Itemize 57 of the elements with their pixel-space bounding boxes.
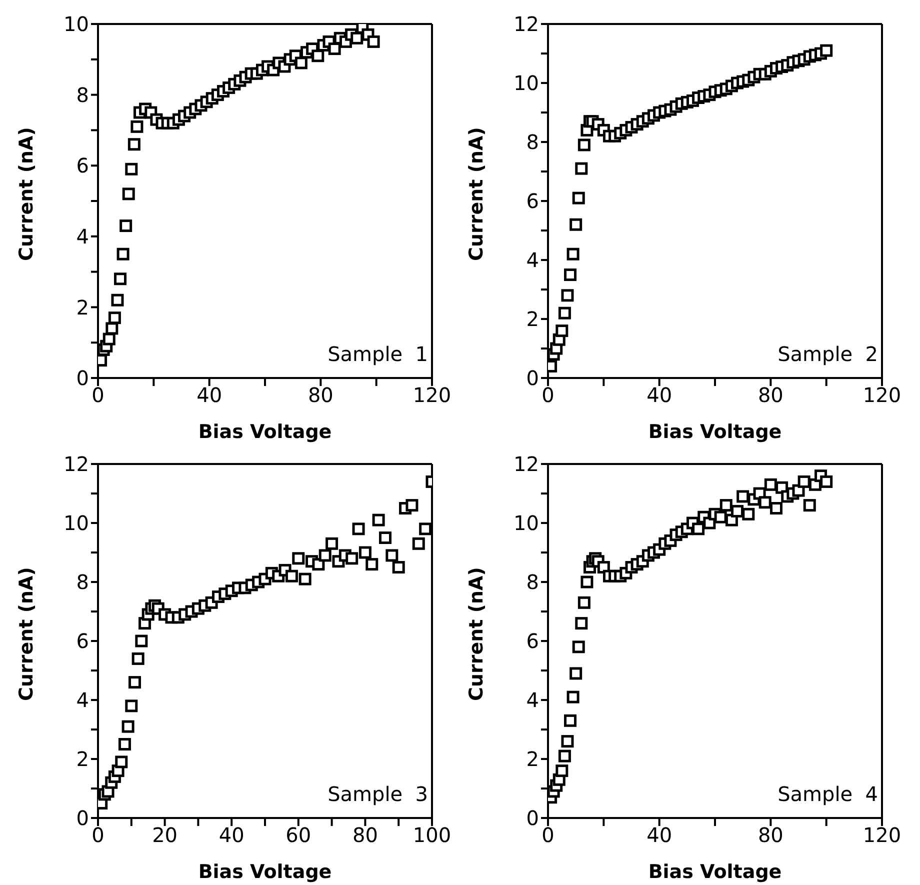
y-tick-label: 12 (514, 452, 539, 476)
x-axis-title: Bias Voltage (198, 421, 332, 443)
annotation: Sample 3 (328, 782, 428, 806)
y-tick-label: 12 (64, 452, 89, 476)
x-tick-label: 60 (286, 823, 312, 848)
y-tick-label: 6 (526, 189, 539, 214)
y-tick-label: 4 (526, 688, 539, 712)
x-tick-label: 80 (758, 383, 784, 408)
y-axis-title: Current (nA) (16, 127, 38, 261)
y-tick-label: 10 (514, 71, 539, 96)
y-tick-label: 0 (526, 366, 539, 390)
y-axis-title: Current (nA) (466, 567, 488, 701)
y-tick-label: 6 (76, 629, 89, 654)
y-tick-label: 12 (514, 12, 539, 36)
y-tick-label: 0 (76, 806, 89, 830)
y-tick-label: 8 (76, 82, 89, 107)
annotation: Sample 2 (778, 342, 878, 366)
y-tick-label: 4 (526, 248, 539, 272)
x-tick-label: 20 (152, 823, 178, 848)
x-tick-label: 80 (352, 823, 378, 848)
y-axis-title: Current (nA) (466, 127, 488, 261)
y-tick-label: 10 (514, 511, 539, 536)
x-axis-title: Bias Voltage (648, 421, 782, 443)
x-tick-label: 40 (196, 383, 222, 408)
y-tick-label: 10 (64, 511, 89, 536)
y-tick-label: 6 (526, 629, 539, 654)
x-tick-label: 40 (646, 823, 672, 848)
y-tick-label: 8 (76, 570, 89, 594)
x-tick-label: 80 (308, 383, 334, 408)
x-tick-label: 0 (542, 383, 554, 408)
x-tick-label: 0 (92, 383, 104, 408)
x-tick-label: 120 (862, 383, 902, 408)
y-tick-label: 8 (526, 130, 539, 154)
annotation: Sample 4 (778, 782, 878, 806)
annotation: Sample 1 (328, 342, 428, 366)
y-tick-label: 2 (76, 747, 89, 772)
x-tick-label: 40 (218, 823, 244, 848)
x-tick-label: 40 (646, 383, 672, 408)
y-tick-label: 4 (76, 688, 89, 712)
y-tick-label: 2 (526, 307, 539, 332)
y-tick-label: 0 (76, 366, 89, 390)
x-tick-label: 120 (862, 823, 902, 848)
y-tick-label: 6 (76, 154, 89, 178)
y-tick-label: 4 (76, 224, 89, 248)
x-axis-title: Bias Voltage (648, 861, 782, 883)
x-tick-label: 80 (758, 823, 784, 848)
x-tick-label: 100 (412, 823, 452, 848)
y-tick-label: 0 (526, 806, 539, 830)
y-tick-label: 2 (526, 747, 539, 772)
y-tick-label: 2 (76, 295, 89, 320)
x-tick-label: 0 (542, 823, 554, 848)
x-tick-label: 120 (412, 383, 452, 408)
y-tick-label: 8 (526, 570, 539, 594)
x-axis-title: Bias Voltage (198, 861, 332, 883)
y-tick-label: 10 (64, 12, 89, 36)
y-axis-title: Current (nA) (16, 567, 38, 701)
x-tick-label: 0 (92, 823, 104, 848)
